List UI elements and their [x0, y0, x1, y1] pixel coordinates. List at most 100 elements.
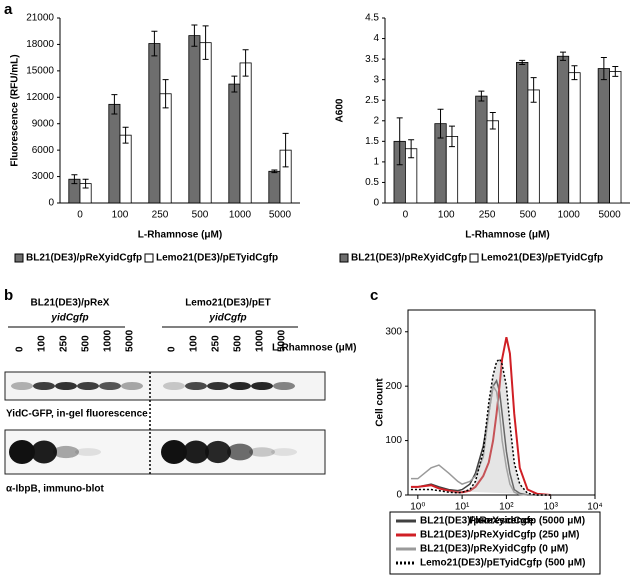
error-bar: [396, 117, 403, 166]
lane-label: 1000: [255, 329, 266, 352]
bar: [228, 83, 241, 204]
error-bar: [600, 56, 607, 81]
error-bar: [408, 139, 415, 159]
y-tick-label: 3: [373, 74, 379, 85]
lane-label: 250: [211, 335, 222, 352]
x-tick-label: 100: [438, 210, 455, 221]
x-tick-label: 10³: [543, 502, 558, 513]
bar: [188, 35, 201, 204]
gel-caption: α-IbpB, immuno-blot: [6, 484, 104, 495]
gel-band: [163, 382, 185, 390]
blot-band: [271, 448, 297, 456]
gel-group-subtitle: yidCgfp: [208, 313, 246, 324]
error-bar: [191, 24, 198, 47]
y-tick-label: 3000: [32, 171, 55, 182]
gel-group-title: Lemo21(DE3)/pET: [185, 298, 271, 309]
blot-band: [227, 443, 253, 461]
error-bar: [271, 169, 278, 174]
error-bar: [122, 126, 129, 144]
y-tick-label: 300: [385, 326, 402, 337]
x-tick-label: 500: [192, 210, 209, 221]
error-bar: [448, 125, 455, 148]
panel-label: a: [4, 1, 13, 18]
error-bar: [231, 75, 238, 93]
y-tick-label: 2.5: [365, 95, 379, 106]
x-tick-label: 5000: [269, 210, 292, 221]
x-tick-label: 0: [77, 210, 83, 221]
histogram-line: [410, 384, 551, 496]
panel-label: c: [370, 287, 378, 304]
error-bar: [530, 77, 537, 103]
x-tick-label: 10⁰: [410, 502, 425, 513]
legend-swatch: [144, 253, 154, 263]
gel-band: [99, 382, 121, 390]
error-bar: [560, 51, 567, 61]
x-tick-label: 5000: [598, 210, 621, 221]
bar: [119, 134, 132, 204]
y-tick-label: 4: [373, 33, 379, 44]
bar: [597, 68, 610, 204]
bar: [239, 62, 252, 204]
bar: [486, 120, 499, 204]
gel-group-title: BL21(DE3)/pReX: [31, 298, 110, 309]
legend-label: Lemo21(DE3)/pETyidCgfp: [481, 253, 603, 264]
y-tick-label: 18000: [26, 39, 54, 50]
y-axis-label: Cell count: [375, 378, 386, 427]
blot-band: [53, 445, 79, 459]
error-bar: [202, 25, 209, 60]
lane-label: 0: [167, 346, 178, 352]
lane-label: 500: [233, 335, 244, 352]
error-bar: [437, 108, 444, 139]
y-tick-label: 0: [373, 198, 379, 209]
panel-label: b: [4, 287, 13, 304]
x-axis-label: L-Rhamnose (μM): [138, 230, 222, 241]
bar: [609, 71, 622, 204]
y-tick-label: 15000: [26, 65, 54, 76]
gel-band: [273, 382, 295, 390]
bar: [199, 42, 212, 204]
y-tick-label: 12000: [26, 92, 54, 103]
gel-band: [185, 382, 207, 390]
legend-label: BL21(DE3)/pReXyidCgfp (250 μM): [420, 530, 579, 541]
x-tick-label: 10²: [499, 502, 514, 513]
x-axis-label: L-Rhamnose (μM): [465, 230, 549, 241]
y-tick-label: 4.5: [365, 13, 379, 24]
blot-band: [183, 440, 209, 464]
y-tick-label: 0: [48, 198, 54, 209]
x-tick-label: 100: [112, 210, 129, 221]
gel-group-subtitle: yidCgfp: [50, 313, 88, 324]
gel-band: [121, 382, 143, 390]
y-tick-label: 3.5: [365, 54, 379, 65]
histogram-line: [410, 336, 551, 496]
y-tick-label: 6000: [32, 145, 55, 156]
gel-band: [11, 382, 33, 390]
error-bar: [478, 90, 485, 102]
x-tick-label: 250: [152, 210, 169, 221]
y-tick-label: 0: [396, 490, 402, 501]
bar: [108, 103, 121, 204]
gel-band: [33, 382, 55, 390]
y-axis-label: Fluorescence (RFU/mL): [10, 54, 21, 166]
gel-band: [229, 382, 251, 390]
legend-label: BL21(DE3)/pReXyidCgfp (0 μM): [420, 544, 568, 555]
legend-swatch: [14, 253, 24, 263]
blot-band: [249, 447, 275, 457]
y-tick-label: 1.5: [365, 136, 379, 147]
bar: [268, 170, 281, 204]
error-bar: [151, 30, 158, 57]
x-tick-label: 1000: [229, 210, 252, 221]
y-tick-label: 0.5: [365, 177, 379, 188]
lane-label: 100: [37, 335, 48, 352]
blot-band: [161, 440, 187, 464]
gel-band: [77, 382, 99, 390]
error-bar: [71, 174, 78, 185]
error-bar: [242, 49, 249, 77]
histogram-line: [410, 357, 551, 496]
x-tick-label: 10⁴: [587, 502, 602, 513]
y-tick-label: 1: [373, 157, 379, 168]
bar: [516, 62, 529, 204]
lane-label: 500: [81, 335, 92, 352]
legend-swatch: [469, 253, 479, 263]
x-tick-label: 0: [403, 210, 409, 221]
blot-band: [9, 440, 35, 464]
